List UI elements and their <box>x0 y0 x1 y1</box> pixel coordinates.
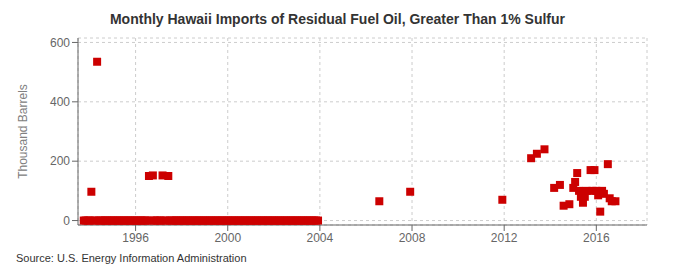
svg-text:400: 400 <box>50 95 70 109</box>
svg-text:2008: 2008 <box>399 231 426 245</box>
html-text:Source: U.S. Energy Informatio: Source: U.S. Energy Information Administ… <box>16 252 247 264</box>
html-text:Monthly Hawaii Imports of Resi: Monthly Hawaii Imports of Residual Fuel … <box>110 11 565 27</box>
svg-text:600: 600 <box>50 36 70 50</box>
svg-text:2000: 2000 <box>214 231 241 245</box>
svg-text:Thousand Barrels: Thousand Barrels <box>16 84 30 179</box>
svg-text:2016: 2016 <box>583 231 610 245</box>
svg-text:2004: 2004 <box>307 231 334 245</box>
svg-text:1996: 1996 <box>122 231 149 245</box>
svg-text:2012: 2012 <box>491 231 518 245</box>
svg-text:200: 200 <box>50 154 70 168</box>
svg-text:0: 0 <box>63 214 70 228</box>
